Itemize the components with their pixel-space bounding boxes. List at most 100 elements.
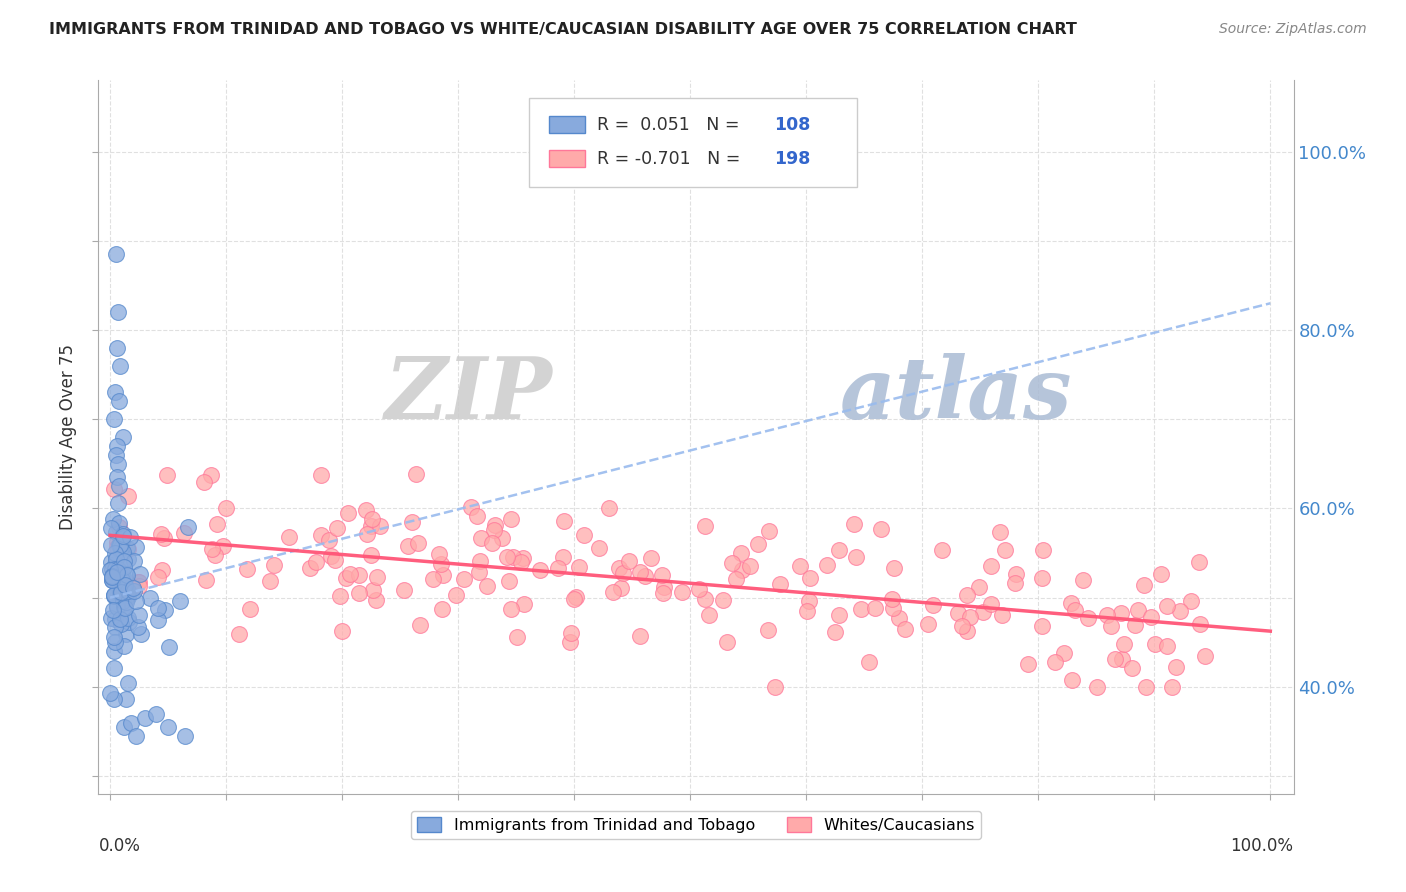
Point [799, 593, 821, 607]
Point [475, 579, 498, 593]
Text: IMMIGRANTS FROM TRINIDAD AND TOBAGO VS WHITE/CAUCASIAN DISABILITY AGE OVER 75 CO: IMMIGRANTS FROM TRINIDAD AND TOBAGO VS W… [49, 22, 1077, 37]
Point [112, 600, 135, 615]
Point [366, 593, 388, 607]
Point [101, 573, 124, 587]
Point [326, 521, 349, 535]
Point [502, 550, 524, 565]
Point [101, 603, 124, 617]
Point [1156, 639, 1178, 653]
Point [107, 587, 129, 601]
Point [361, 582, 384, 597]
Point [496, 549, 519, 564]
Point [827, 543, 849, 558]
Point [112, 553, 135, 567]
Point [356, 527, 378, 541]
Point [1017, 657, 1039, 671]
Point [432, 568, 454, 582]
Point [112, 639, 135, 653]
Point [127, 620, 149, 634]
Y-axis label: Disability Age Over 75: Disability Age Over 75 [59, 344, 77, 530]
Point [98, 686, 121, 700]
Point [501, 512, 523, 526]
Point [149, 527, 172, 541]
Point [103, 643, 125, 657]
Point [103, 589, 125, 603]
Point [484, 523, 506, 537]
Point [101, 574, 124, 588]
Point [430, 557, 453, 571]
Point [105, 599, 128, 613]
Point [215, 500, 238, 515]
Point [193, 475, 215, 490]
Point [235, 561, 257, 575]
Point [453, 572, 475, 586]
Point [201, 541, 224, 556]
Point [1032, 542, 1054, 557]
Point [110, 359, 132, 373]
Text: R = -0.701   N =: R = -0.701 N = [596, 150, 745, 168]
Point [553, 514, 575, 528]
Point [127, 575, 149, 590]
Point [107, 568, 129, 582]
Point [122, 584, 145, 599]
Text: 100.0%: 100.0% [1230, 837, 1294, 855]
Point [105, 341, 128, 355]
Point [108, 479, 131, 493]
Point [104, 552, 127, 566]
Point [598, 501, 620, 516]
Point [588, 541, 610, 555]
Point [695, 519, 717, 533]
Point [1005, 566, 1028, 581]
Point [1156, 599, 1178, 613]
Point [858, 655, 880, 669]
Point [688, 582, 710, 596]
Point [731, 563, 754, 577]
Point [105, 540, 128, 554]
Point [512, 550, 534, 565]
Point [628, 629, 651, 643]
Point [990, 607, 1012, 622]
Point [565, 590, 588, 604]
Point [882, 592, 904, 607]
Point [499, 602, 522, 616]
Point [465, 508, 488, 523]
Point [824, 624, 846, 639]
Point [103, 692, 125, 706]
Text: ZIP: ZIP [385, 352, 553, 436]
Point [115, 568, 138, 582]
Point [169, 594, 191, 608]
Point [894, 622, 917, 636]
Point [112, 560, 135, 574]
Point [849, 602, 872, 616]
Point [309, 468, 332, 483]
Point [111, 430, 134, 444]
Point [104, 385, 127, 400]
Point [105, 470, 128, 484]
Point [107, 562, 129, 576]
Point [108, 516, 131, 530]
Point [572, 527, 595, 541]
Point [110, 616, 132, 631]
Point [828, 607, 851, 622]
Point [725, 572, 748, 586]
Point [1043, 655, 1066, 669]
Bar [548, 150, 585, 168]
Point [863, 601, 886, 615]
Point [105, 439, 128, 453]
Point [558, 635, 581, 649]
Point [1062, 673, 1084, 687]
Point [105, 600, 128, 615]
Point [1123, 618, 1146, 632]
Point [484, 517, 506, 532]
Point [980, 559, 1002, 574]
Point [368, 519, 391, 533]
Point [956, 588, 979, 602]
Point [922, 598, 945, 612]
Point [562, 592, 585, 607]
Point [444, 588, 467, 602]
Point [470, 531, 492, 545]
Point [104, 525, 127, 540]
Point [101, 569, 124, 583]
Point [651, 568, 673, 582]
Point [946, 606, 969, 620]
